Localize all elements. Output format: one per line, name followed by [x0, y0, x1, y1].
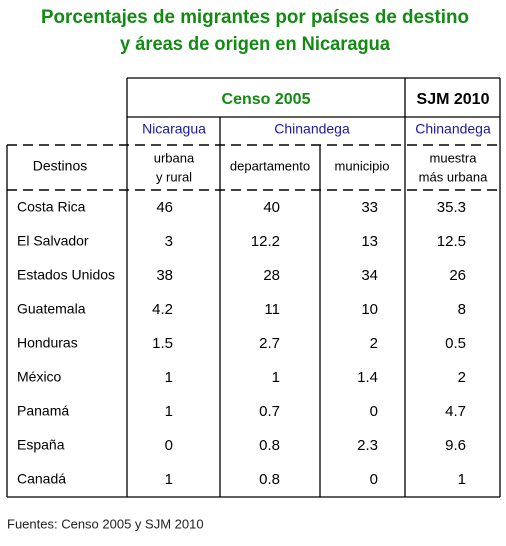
area-header: Chinandega — [415, 121, 491, 137]
cell-value: 46 — [156, 199, 173, 216]
title-line: y áreas de origen en Nicaragua — [120, 34, 390, 55]
cell-value: 2 — [458, 369, 466, 386]
row-label: El Salvador — [17, 233, 89, 249]
row-label: Canadá — [17, 471, 66, 487]
cell-value: 12.5 — [437, 233, 466, 250]
cell-value: 4.7 — [445, 403, 466, 420]
cell-value: 0.5 — [445, 335, 466, 352]
cell-value: 1 — [272, 369, 280, 386]
cell-value: 10 — [361, 301, 378, 318]
cell-value: 0 — [165, 437, 173, 454]
cell-value: 26 — [449, 267, 466, 284]
row-label: México — [17, 369, 62, 385]
row-label: Panamá — [17, 403, 69, 419]
cell-value: 28 — [263, 267, 280, 284]
cell-value: 1 — [165, 369, 173, 386]
group-header: SJM 2010 — [417, 91, 490, 108]
cell-value: 1.5 — [152, 335, 173, 352]
cell-value: 1.4 — [357, 369, 378, 386]
cell-value: 38 — [156, 267, 173, 284]
cell-value: 40 — [263, 199, 280, 216]
cell-value: 33 — [361, 199, 378, 216]
source: Fuentes: Censo 2005 y SJM 2010 — [7, 516, 204, 531]
column-header: Destinos — [33, 158, 87, 174]
cell-value: 35.3 — [437, 199, 466, 216]
column-header: y rural — [156, 169, 192, 184]
cell-value: 2.7 — [259, 335, 280, 352]
cell-value: 8 — [458, 301, 466, 318]
table-body: Costa Rica 46 40 33 35.3El Salvador 3 12.2 13 12… — [17, 199, 466, 488]
column-header: departamento — [230, 158, 310, 173]
cell-value: 0 — [370, 471, 378, 488]
row-label: Guatemala — [17, 301, 86, 317]
cell-value: 1 — [165, 471, 173, 488]
cell-value: 1 — [165, 403, 173, 420]
title-line: Porcentajes de migrantes por países de d… — [41, 7, 469, 28]
column-header: muestra — [430, 150, 478, 165]
row-label: Estados Unidos — [17, 267, 115, 283]
column-header: municipio — [335, 158, 390, 173]
column-header: urbana — [154, 150, 195, 165]
cell-value: 2.3 — [357, 437, 378, 454]
cell-value: 0.8 — [259, 437, 280, 454]
area-header: Nicaragua — [142, 121, 206, 137]
cell-value: 4.2 — [152, 301, 173, 318]
row-label: Costa Rica — [17, 199, 86, 215]
row-label: España — [17, 437, 65, 453]
cell-value: 0.8 — [259, 471, 280, 488]
cell-value: 9.6 — [445, 437, 466, 454]
area-header: Chinandega — [274, 121, 350, 137]
cell-value: 3 — [165, 233, 173, 250]
cell-value: 12.2 — [251, 233, 280, 250]
cell-value: 13 — [361, 233, 378, 250]
row-label: Honduras — [17, 335, 78, 351]
column-header: más urbana — [419, 169, 488, 184]
cell-value: 0 — [370, 403, 378, 420]
cell-value: 34 — [361, 267, 378, 284]
group-header: Censo 2005 — [222, 91, 311, 108]
cell-value: 0.7 — [259, 403, 280, 420]
cell-value: 1 — [458, 471, 466, 488]
cell-value: 2 — [370, 335, 378, 352]
cell-value: 11 — [264, 301, 280, 318]
